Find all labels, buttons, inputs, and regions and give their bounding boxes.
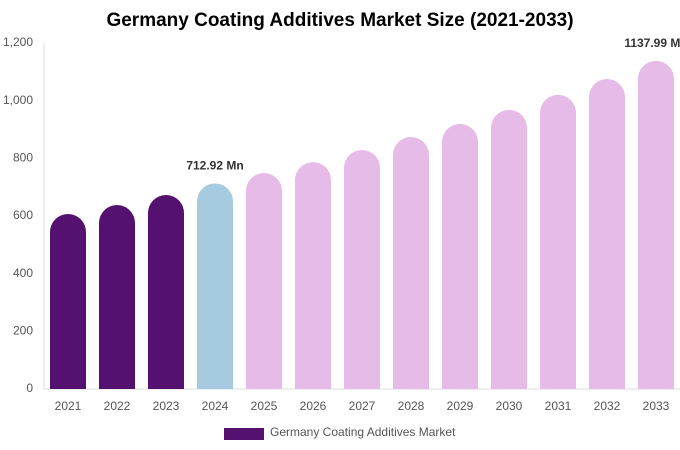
bar <box>540 94 576 389</box>
x-tick-label: 2026 <box>300 399 327 413</box>
legend-label: Germany Coating Additives Market <box>270 425 456 439</box>
x-tick-label: 2023 <box>153 399 180 413</box>
y-tick-label: 1,000 <box>3 93 33 107</box>
y-tick-label: 800 <box>13 151 33 165</box>
y-tick-label: 200 <box>13 324 33 338</box>
x-tick-label: 2025 <box>251 399 278 413</box>
x-tick-label: 2033 <box>643 399 670 413</box>
chart-title: Germany Coating Additives Market Size (2… <box>106 10 573 31</box>
x-tick-label: 2022 <box>104 399 131 413</box>
x-tick-label: 2029 <box>447 399 474 413</box>
bar <box>50 213 86 389</box>
y-tick-label: 1,200 <box>3 35 33 49</box>
bar <box>491 109 527 389</box>
value-label: 712.92 Mn <box>186 159 243 173</box>
x-tick-label: 2030 <box>496 399 523 413</box>
x-tick-label: 2032 <box>594 399 621 413</box>
bar <box>393 136 429 389</box>
value-label: 1137.99 Mn <box>624 36 680 50</box>
x-tick-label: 2027 <box>349 399 376 413</box>
bar <box>197 183 233 389</box>
bar <box>589 79 625 390</box>
y-tick-label: 400 <box>13 266 33 280</box>
x-tick-label: 2028 <box>398 399 425 413</box>
bar <box>295 162 331 389</box>
bar <box>344 149 380 389</box>
bar <box>442 124 478 389</box>
bar <box>246 173 282 389</box>
y-tick-label: 0 <box>26 381 33 395</box>
bar <box>638 60 674 389</box>
bar <box>148 194 184 389</box>
x-tick-label: 2021 <box>55 399 82 413</box>
x-tick-label: 2024 <box>202 399 229 413</box>
x-tick-label: 2031 <box>545 399 572 413</box>
y-tick-label: 600 <box>13 208 33 222</box>
legend-swatch <box>224 428 264 440</box>
bar <box>99 205 135 389</box>
